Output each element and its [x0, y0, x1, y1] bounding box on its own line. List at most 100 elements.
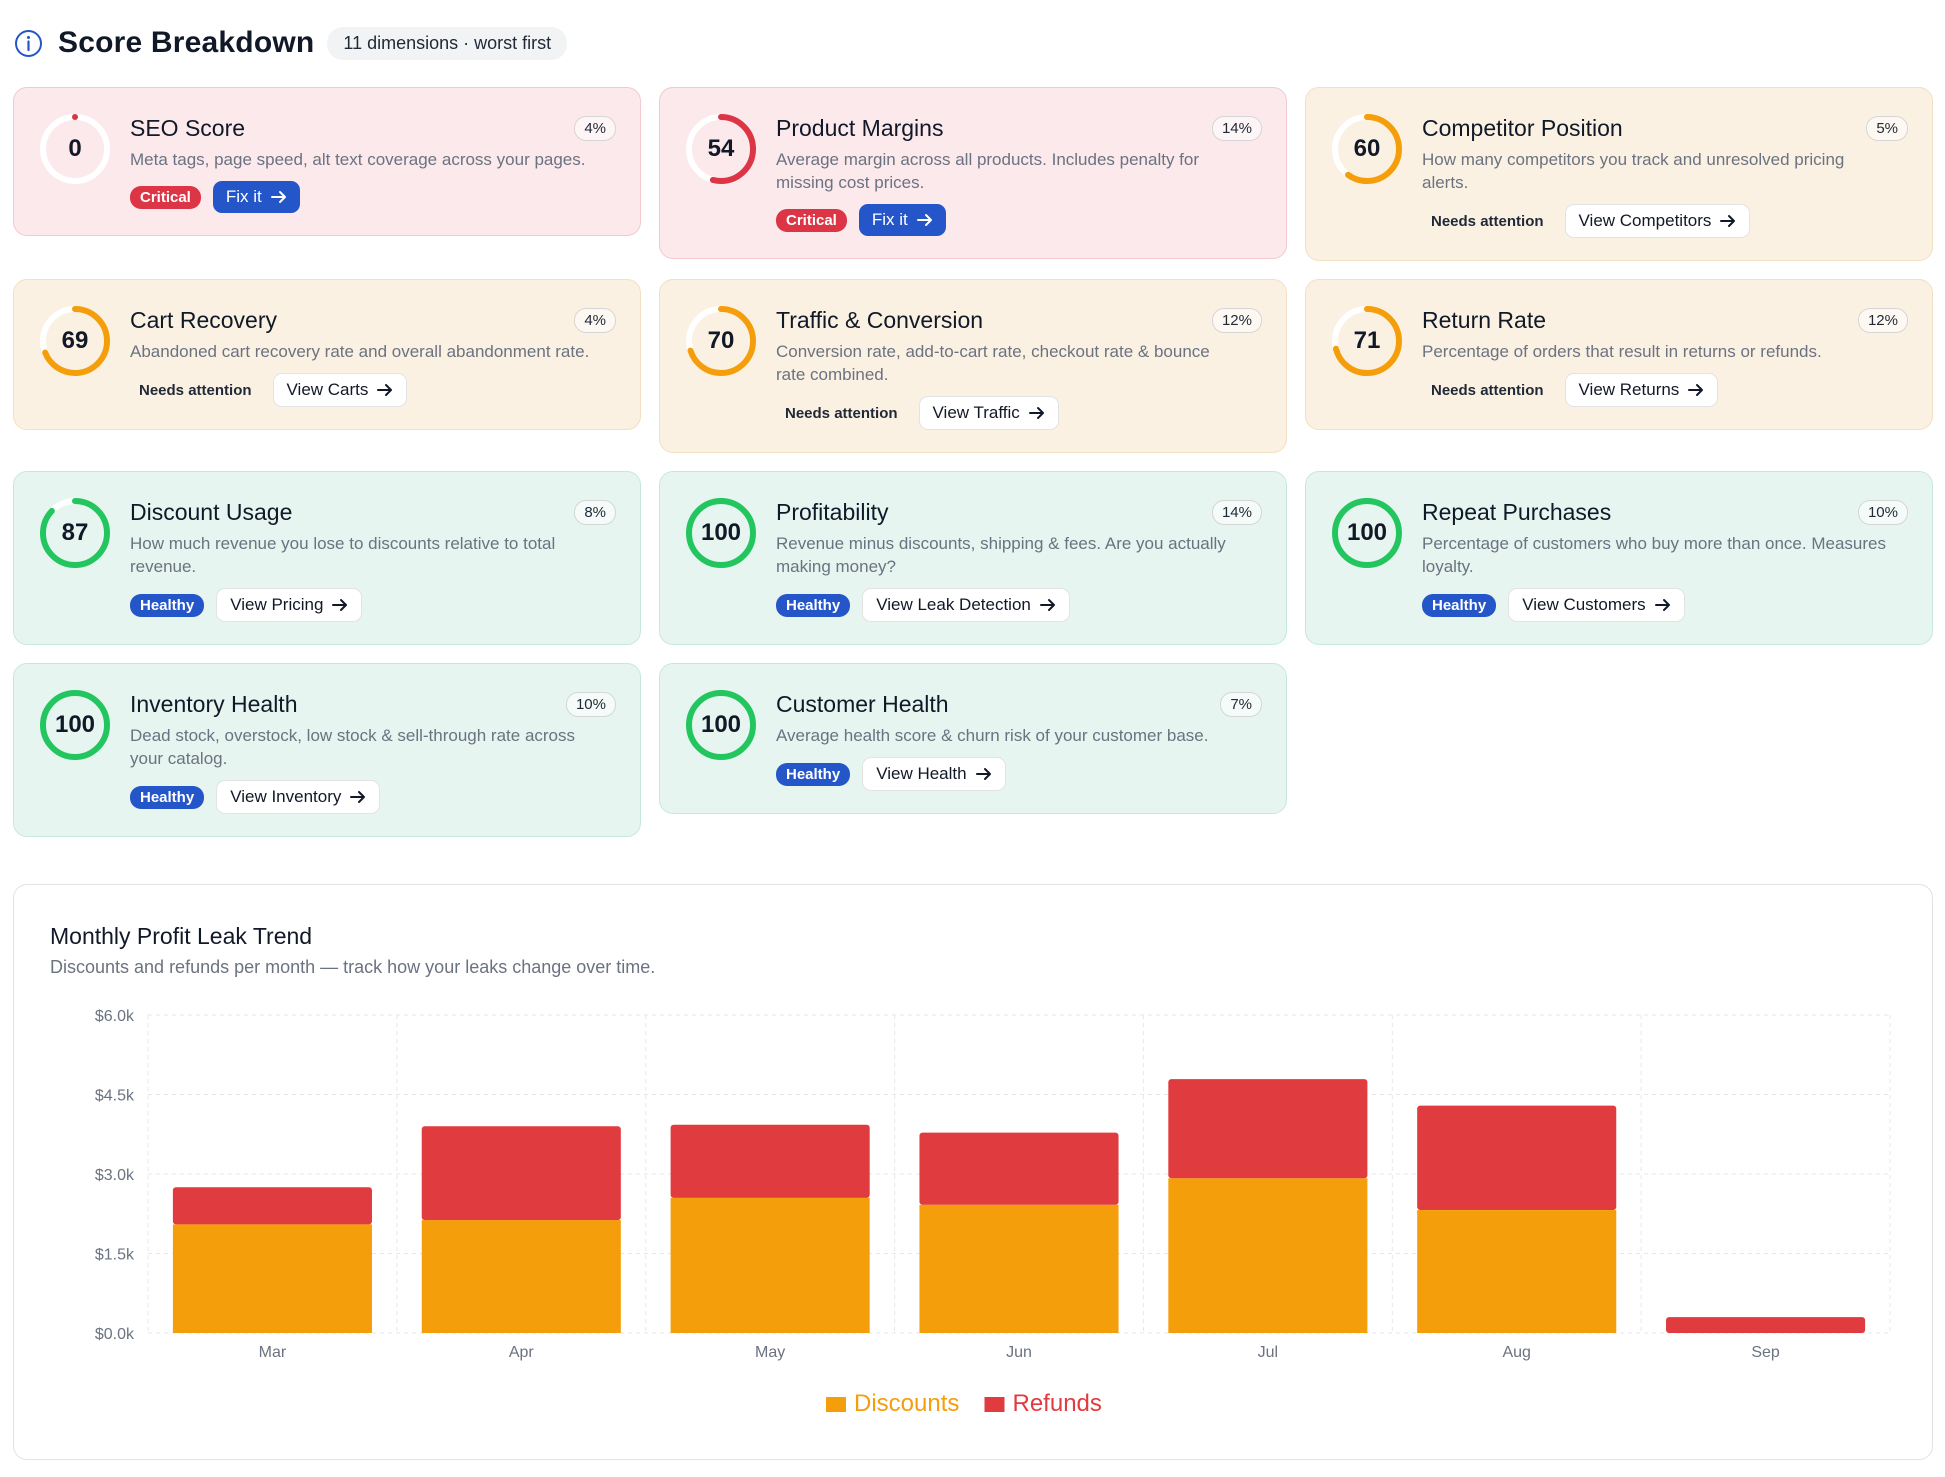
- status-badge: Critical: [776, 208, 847, 232]
- arrow-right-icon: [270, 191, 286, 203]
- status-badge: Needs attention: [139, 381, 252, 399]
- card-description: Percentage of customers who buy more tha…: [1422, 534, 1886, 576]
- score-gauge: 100: [38, 688, 112, 762]
- score-gauge: 0: [38, 112, 112, 186]
- score-card: 100 Profitability 14% Revenue minus discoun…: [659, 471, 1287, 645]
- score-value: 54: [707, 135, 735, 162]
- score-gauge: 100: [684, 688, 758, 762]
- card-title: Customer Health: [776, 691, 949, 717]
- status-badge: Healthy: [776, 593, 851, 617]
- card-description: Dead stock, overstock, low stock & sell-…: [130, 726, 576, 768]
- arrow-right-icon: [975, 768, 991, 780]
- button-label: View Carts: [286, 380, 369, 399]
- card-description: Average health score & churn risk of you…: [776, 726, 1209, 745]
- legend-label: Discounts: [854, 1390, 959, 1417]
- card-title: Inventory Health: [130, 691, 298, 717]
- bar-discounts: [670, 1197, 870, 1333]
- score-ring: [40, 114, 110, 184]
- arrow-right-icon: [916, 214, 932, 226]
- card-action-button[interactable]: Fix it: [858, 204, 946, 236]
- y-tick-label: $1.5k: [95, 1247, 135, 1264]
- score-value: 87: [61, 519, 89, 546]
- card-action-button[interactable]: View Competitors: [1564, 204, 1751, 238]
- x-tick-label: Jul: [1258, 1344, 1278, 1361]
- score-value: 70: [707, 327, 735, 354]
- status-badge: Healthy: [776, 762, 851, 786]
- profit-leak-chart: $0.0k $1.5k $3.0k $4.5k $6.0k Mar Apr May Jun Jul…: [95, 1008, 1891, 1417]
- score-value: 100: [700, 711, 742, 738]
- score-gauge: 70: [684, 304, 758, 378]
- card-description: Conversion rate, add-to-cart rate, check…: [776, 342, 1210, 384]
- weight-badge: 10%: [565, 692, 616, 717]
- button-label: View Leak Detection: [876, 595, 1031, 614]
- page-title: Score Breakdown: [58, 26, 315, 59]
- legend-label: Refunds: [1013, 1390, 1102, 1417]
- card-title: Profitability: [776, 499, 889, 525]
- card-title: Discount Usage: [130, 499, 293, 525]
- card-action-button[interactable]: View Carts: [272, 373, 408, 407]
- score-card-grid: 0 SEO Score 4% Meta tags, page speed, alt t…: [13, 87, 1933, 837]
- bar-refunds: [1666, 1317, 1866, 1333]
- bar-discounts: [1168, 1178, 1368, 1333]
- status-badge: Critical: [130, 185, 201, 209]
- card-action-button[interactable]: View Inventory: [216, 780, 381, 814]
- x-tick-label: Mar: [259, 1344, 287, 1361]
- x-tick-label: Aug: [1502, 1344, 1530, 1361]
- card-description: Abandoned cart recovery rate and overall…: [130, 342, 590, 361]
- score-ring: [686, 690, 756, 760]
- weight-badge: 10%: [1857, 500, 1908, 525]
- card-description: Meta tags, page speed, alt text coverage…: [130, 150, 586, 169]
- card-title: Product Margins: [776, 115, 944, 141]
- card-action-button[interactable]: View Traffic: [918, 396, 1059, 430]
- button-label: View Customers: [1522, 595, 1646, 614]
- legend-swatch: [984, 1397, 1005, 1412]
- bar-discounts: [172, 1224, 372, 1333]
- button-label: View Returns: [1578, 380, 1680, 399]
- y-tick-label: $3.0k: [95, 1167, 135, 1184]
- bar-discounts: [1417, 1210, 1617, 1333]
- x-tick-label: Apr: [509, 1344, 535, 1361]
- button-label: View Inventory: [230, 787, 342, 806]
- score-ring: [40, 306, 110, 376]
- button-label: View Health: [876, 764, 967, 783]
- score-ring: [686, 306, 756, 376]
- arrow-right-icon: [377, 384, 393, 396]
- button-label: View Competitors: [1578, 211, 1712, 230]
- card-action-button[interactable]: Fix it: [212, 181, 300, 213]
- score-ring: [686, 498, 756, 568]
- weight-badge: 12%: [1857, 308, 1908, 333]
- card-description: Revenue minus discounts, shipping & fees…: [776, 534, 1226, 576]
- card-action-button[interactable]: View Health: [862, 757, 1006, 791]
- card-title: Repeat Purchases: [1422, 499, 1612, 525]
- section-header: Score Breakdown 11 dimensions · worst fi…: [14, 22, 568, 64]
- card-action-button[interactable]: View Customers: [1508, 588, 1685, 622]
- card-action-button[interactable]: View Pricing: [216, 588, 363, 622]
- bar-refunds: [919, 1132, 1119, 1205]
- legend-swatch: [826, 1397, 846, 1412]
- score-value: 0: [68, 135, 82, 162]
- card-description: Average margin across all products. Incl…: [776, 150, 1200, 192]
- status-badge: Needs attention: [1431, 381, 1544, 399]
- button-label: Fix it: [871, 210, 908, 229]
- score-value: 100: [54, 711, 96, 738]
- card-description: How many competitors you track and unres…: [1422, 150, 1845, 192]
- card-title: Return Rate: [1422, 307, 1547, 333]
- score-ring: [1332, 306, 1402, 376]
- card-action-button[interactable]: View Leak Detection: [862, 588, 1070, 622]
- weight-badge: 4%: [574, 116, 616, 141]
- arrow-right-icon: [1654, 599, 1670, 611]
- dimensions-pill: 11 dimensions · worst first: [327, 26, 568, 60]
- card-title: SEO Score: [130, 115, 246, 141]
- card-title: Competitor Position: [1422, 115, 1623, 141]
- score-ring: [686, 114, 756, 184]
- bar-refunds: [1417, 1105, 1617, 1211]
- x-tick-label: Sep: [1751, 1344, 1780, 1361]
- bar-discounts: [421, 1220, 621, 1333]
- trend-subtitle: Discounts and refunds per month — track …: [50, 957, 656, 977]
- button-label: View Pricing: [230, 595, 324, 614]
- score-ring: [40, 690, 110, 760]
- weight-badge: 5%: [1866, 116, 1908, 141]
- card-action-button[interactable]: View Returns: [1564, 373, 1719, 407]
- button-label: View Traffic: [932, 403, 1020, 422]
- score-card: 60 Competitor Position 5% How many competit…: [1305, 87, 1933, 261]
